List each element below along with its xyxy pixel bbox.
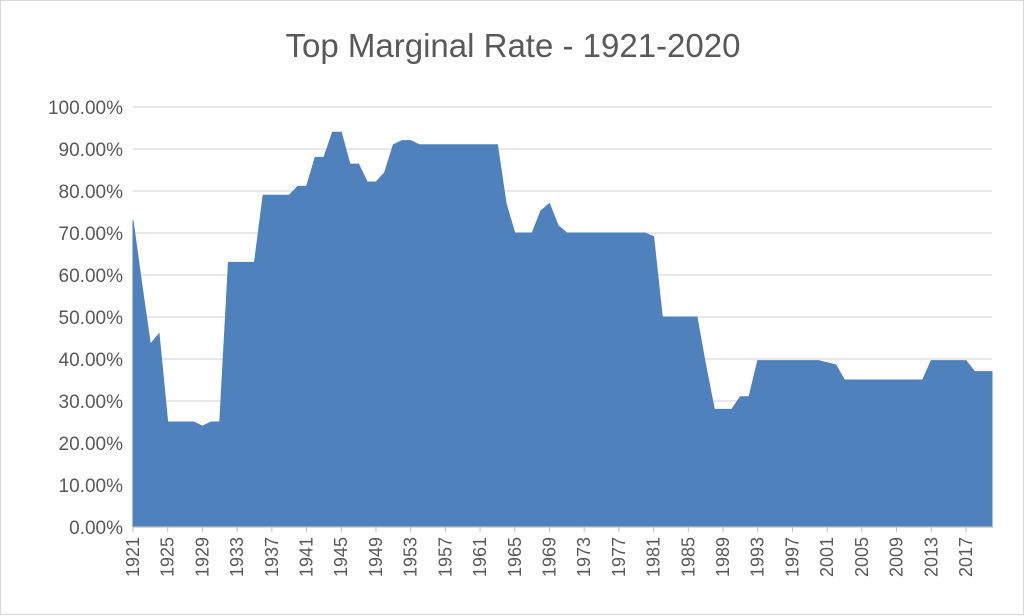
x-tick-label: 1957 <box>435 537 455 577</box>
y-tick-label: 50.00% <box>59 308 124 329</box>
y-tick-label: 100.00% <box>48 98 123 119</box>
y-tick-label: 40.00% <box>59 350 124 371</box>
y-tick-label: 10.00% <box>59 476 124 497</box>
x-tick-label: 2005 <box>852 537 872 577</box>
y-tick-label: 90.00% <box>59 140 124 161</box>
area-series-fill <box>132 131 993 528</box>
x-tick-label: 1933 <box>227 537 247 577</box>
x-tick-label: 1965 <box>505 537 525 577</box>
x-tick-label: 2001 <box>817 537 837 577</box>
x-tick-label: 2017 <box>956 537 976 577</box>
x-tick-label: 1925 <box>158 537 178 577</box>
y-tick-label: 0.00% <box>69 518 123 539</box>
y-tick-label: 80.00% <box>59 182 124 203</box>
x-tick-label: 1969 <box>539 537 559 577</box>
x-tick-label: 2013 <box>921 537 941 577</box>
x-tick-label: 1993 <box>748 537 768 577</box>
x-tick-label: 1921 <box>123 537 143 577</box>
area-series <box>132 131 993 528</box>
x-tick-label: 1945 <box>331 537 351 577</box>
x-tick-label: 1961 <box>470 537 490 577</box>
x-tick-label: 1949 <box>366 537 386 577</box>
x-tick-labels: 1921 1925 1929 1933 1937 1941 1945 1949 1953 1957… <box>123 537 976 577</box>
x-tick-label: 1977 <box>609 537 629 577</box>
chart-title: Top Marginal Rate - 1921-2020 <box>285 27 741 64</box>
y-tick-label: 20.00% <box>59 434 124 455</box>
x-tick-label: 1973 <box>574 537 594 577</box>
x-tick-label: 1929 <box>192 537 212 577</box>
x-tick-label: 1953 <box>401 537 421 577</box>
x-tick-label: 1989 <box>713 537 733 577</box>
x-tick-label: 1997 <box>782 537 802 577</box>
x-tick-label: 1981 <box>644 537 664 577</box>
x-tick-label: 1941 <box>297 537 317 577</box>
x-tick-label: 1937 <box>262 537 282 577</box>
x-tick-label: 1985 <box>678 537 698 577</box>
y-tick-label: 60.00% <box>59 266 124 287</box>
y-tick-label: 70.00% <box>59 224 124 245</box>
y-tick-labels: 0.00% 10.00% 20.00% 30.00% 40.00% 50.00% 60.00… <box>48 98 123 539</box>
axes <box>132 526 992 532</box>
x-tick-label: 2009 <box>887 537 907 577</box>
y-tick-label: 30.00% <box>59 392 124 413</box>
